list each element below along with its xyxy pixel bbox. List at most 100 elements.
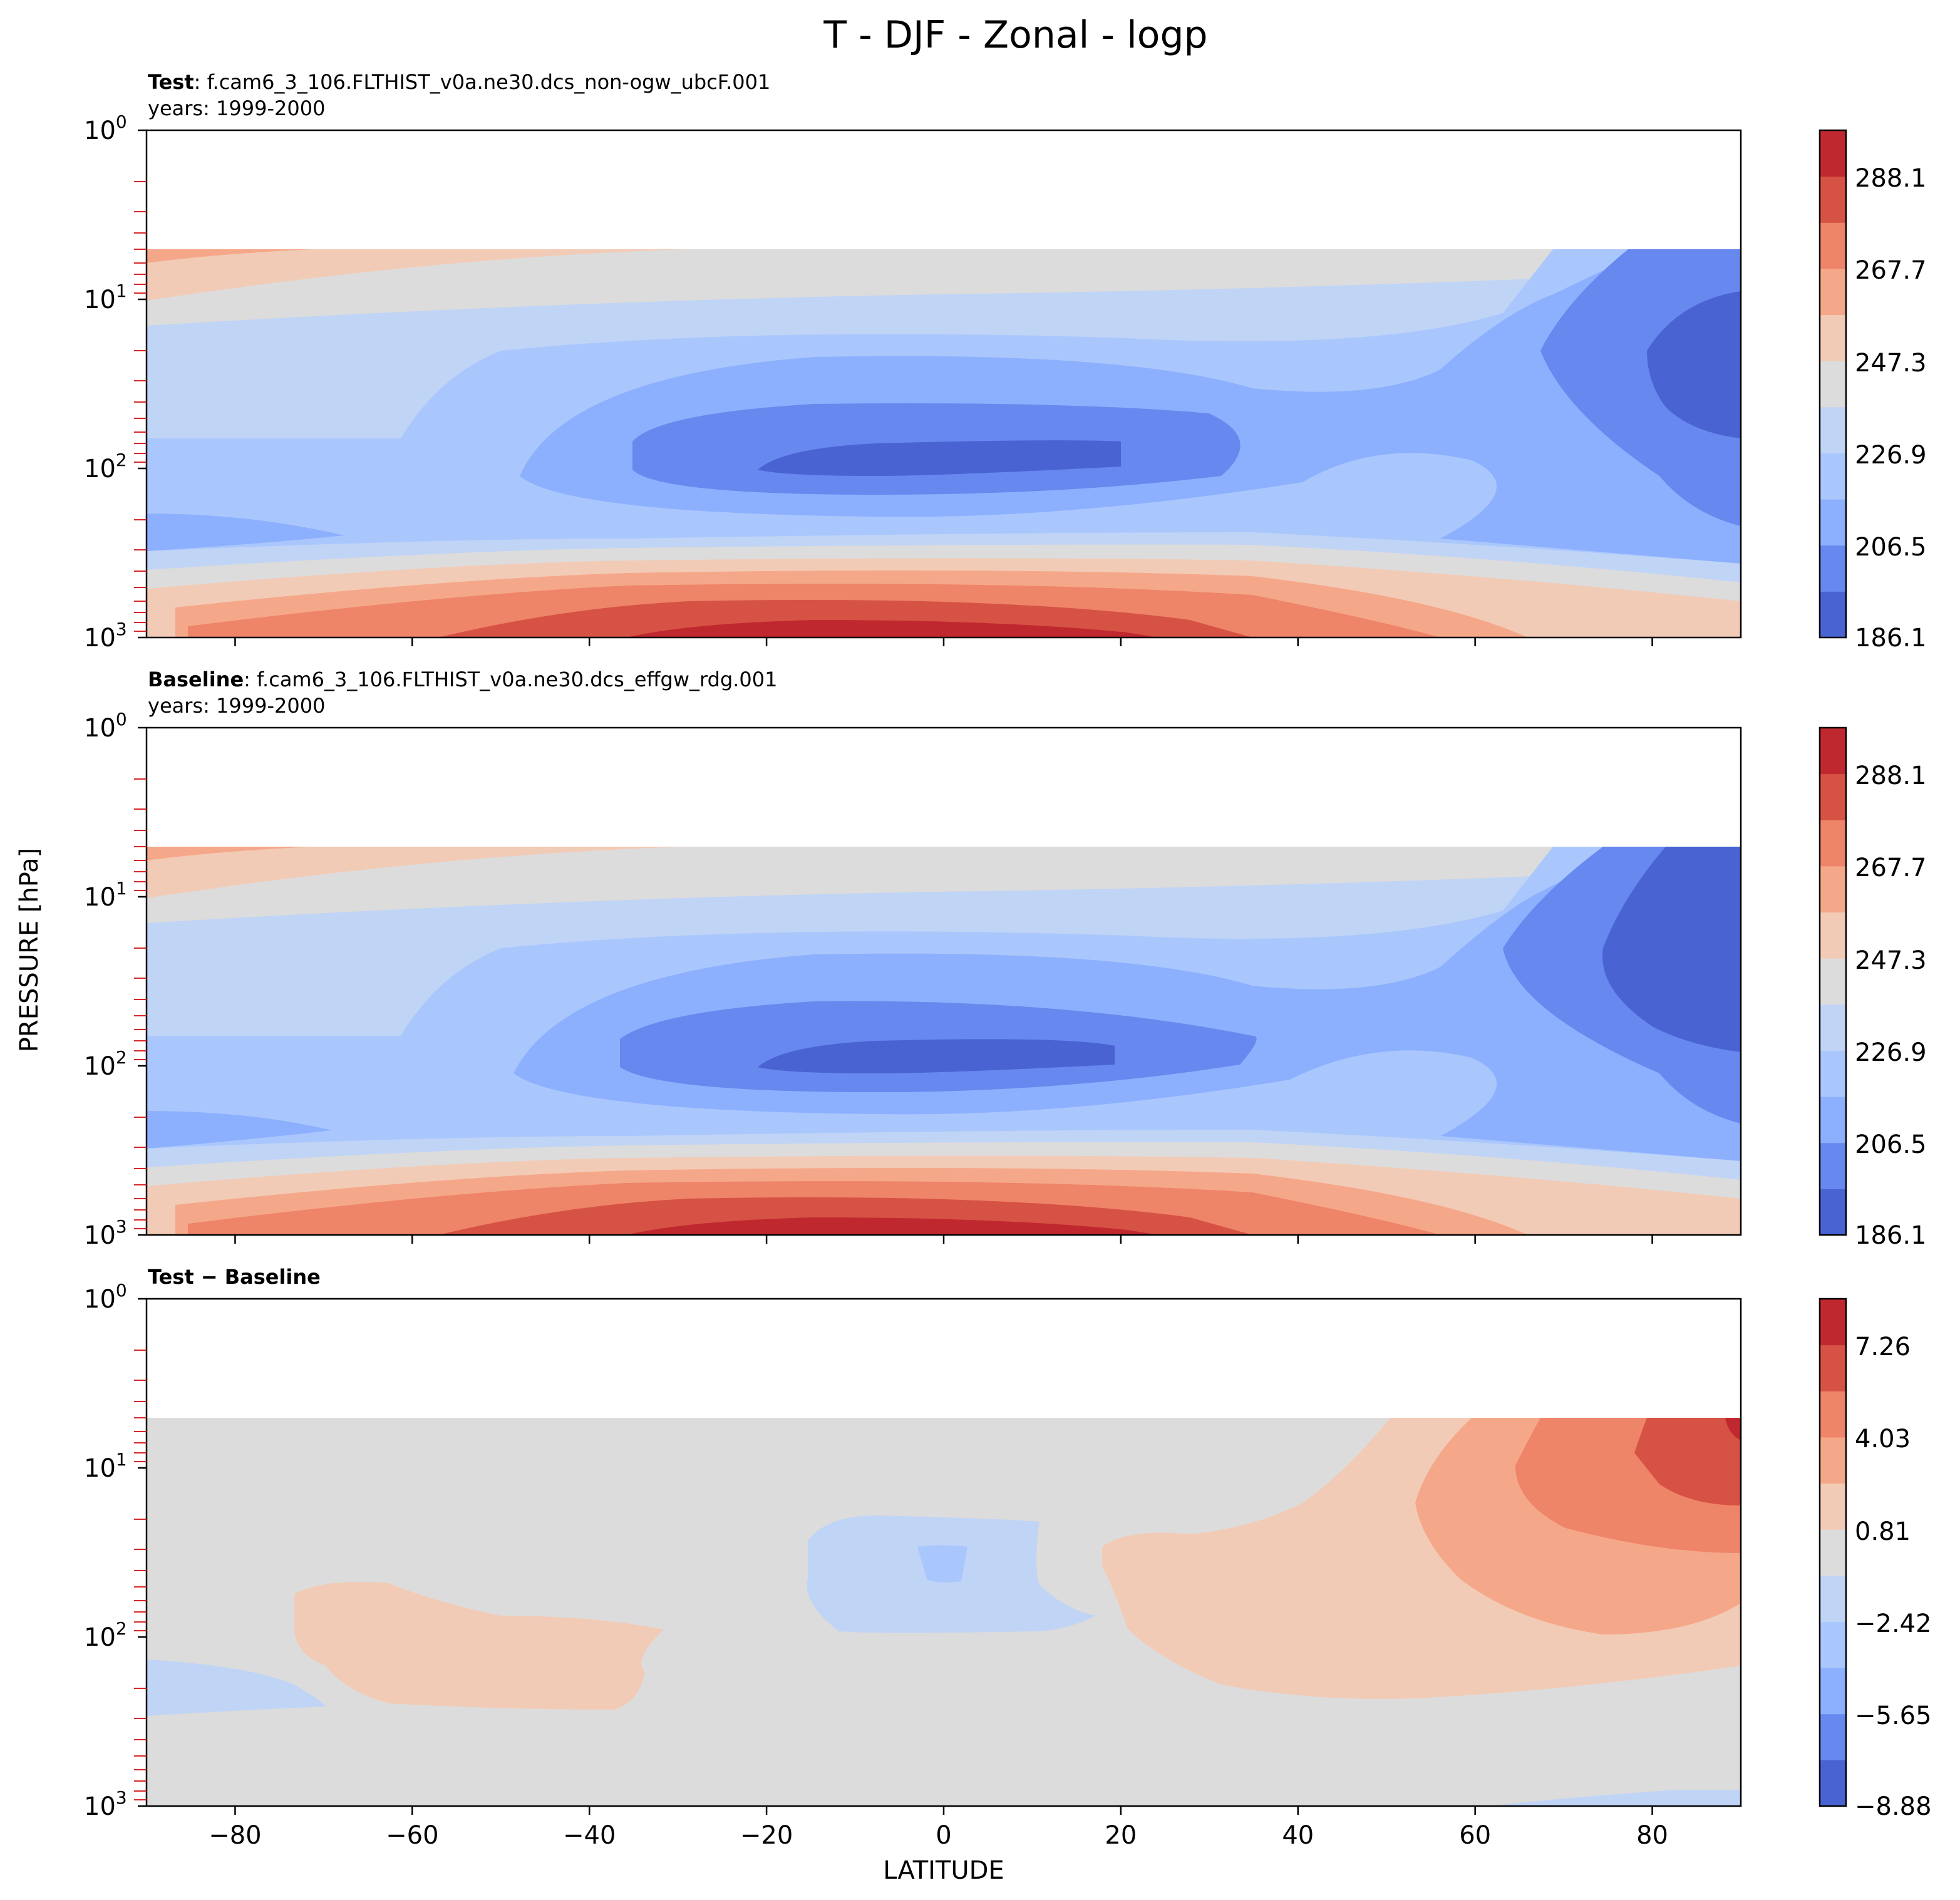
colorbar-swatch — [1820, 1097, 1846, 1144]
contour-field — [147, 249, 1741, 638]
panel-subtitle: years: 1999-2000 — [148, 96, 325, 120]
colorbar-tick-label: −2.42 — [1855, 1609, 1932, 1638]
colorbar-tick-label: 206.5 — [1855, 533, 1927, 562]
colorbar-swatch — [1820, 1483, 1846, 1530]
y-tick-label: 102 — [84, 450, 127, 483]
y-tick-label: 101 — [84, 1449, 127, 1483]
x-tick-label: 0 — [936, 1821, 951, 1850]
contour-field — [147, 847, 1741, 1235]
colorbar-tick-label: −8.88 — [1855, 1792, 1932, 1821]
colorbar-swatch — [1820, 361, 1846, 408]
colorbar-tick-label: −5.65 — [1855, 1701, 1932, 1730]
y-axis-label: PRESSURE [hPa] — [15, 848, 44, 1052]
colorbar-tick-label: 267.7 — [1855, 854, 1927, 882]
y-minor-ticks — [134, 181, 147, 632]
colorbar-swatch — [1820, 1142, 1846, 1189]
colorbar-swatch — [1820, 1437, 1846, 1484]
y-tick-label: 101 — [84, 281, 127, 314]
colorbar-tick-label: 4.03 — [1855, 1425, 1911, 1453]
x-axis-label: LATITUDE — [883, 1856, 1004, 1885]
colorbar-swatch — [1820, 773, 1846, 820]
x-tick-label: −60 — [386, 1821, 438, 1850]
colorbar-tick-label: 7.26 — [1855, 1333, 1911, 1361]
colorbar-tick-label: 206.5 — [1855, 1130, 1927, 1159]
y-major-ticks — [138, 129, 147, 639]
colorbar-tick-label: 247.3 — [1855, 349, 1927, 378]
colorbar-swatch — [1820, 1050, 1846, 1097]
x-tick-label: 80 — [1636, 1821, 1668, 1850]
colorbar-swatches — [1820, 130, 1846, 638]
x-tick-label: −20 — [740, 1821, 793, 1850]
x-tick-label: −80 — [209, 1821, 261, 1850]
panel-title-bold: Test — [148, 1265, 194, 1289]
panel-subtitle: years: 1999-2000 — [148, 694, 325, 718]
panel-title-rest: : f.cam6_3_106.FLTHIST_v0a.ne30.dcs_effg… — [244, 668, 777, 691]
colorbar-swatch — [1820, 958, 1846, 1005]
colorbar-swatch — [1820, 728, 1846, 775]
colorbar-swatch — [1820, 499, 1846, 546]
y-tick-label: 101 — [84, 878, 127, 912]
colorbar-swatch — [1820, 1760, 1846, 1807]
colorbar-ticks: 7.26 4.03 0.81 −2.42 −5.65 −8.88 — [1855, 1333, 1932, 1821]
colorbar-swatch — [1820, 912, 1846, 959]
y-tick-label: 102 — [84, 1047, 127, 1081]
panel-title-bold: Baseline — [148, 668, 244, 691]
y-minor-ticks — [134, 1350, 147, 1800]
colorbar-tick-label: 186.1 — [1855, 624, 1927, 653]
y-tick-label: 100 — [84, 1280, 127, 1314]
colorbar-swatch — [1820, 314, 1846, 361]
panel-title: Test: f.cam6_3_106.FLTHIST_v0a.ne30.dcs_… — [148, 70, 770, 94]
colorbar-swatch — [1820, 406, 1846, 453]
colorbar-swatches — [1820, 728, 1846, 1236]
colorbar-swatch — [1820, 865, 1846, 913]
x-tick-label: 60 — [1459, 1821, 1491, 1850]
panel-title: Baseline: f.cam6_3_106.FLTHIST_v0a.ne30.… — [148, 668, 778, 691]
x-tick-label: −40 — [563, 1821, 616, 1850]
y-tick-label: 103 — [84, 1216, 127, 1250]
x-tick-label: 20 — [1105, 1821, 1137, 1850]
panel-test: Test: f.cam6_3_106.FLTHIST_v0a.ne30.dcs_… — [84, 70, 1927, 653]
colorbar: 288.1 267.7 247.3 226.9 206.5 186.1 — [1818, 726, 1927, 1250]
colorbar-swatch — [1820, 1713, 1846, 1760]
colorbar-ticks: 288.1 267.7 247.3 226.9 206.5 186.1 — [1855, 164, 1927, 653]
colorbar-swatch — [1820, 1189, 1846, 1236]
colorbar-swatch — [1820, 545, 1846, 592]
x-ticks: −80 −60 −40 −20 0 20 40 60 80 — [209, 1806, 1668, 1850]
panel-title-bold: Test — [148, 70, 194, 94]
panel-title-rest: − Baseline — [194, 1265, 321, 1289]
colorbar-swatch — [1820, 1391, 1846, 1438]
colorbar-swatches — [1820, 1299, 1846, 1807]
colorbar-tick-label: 288.1 — [1855, 762, 1927, 790]
colorbar-swatch — [1820, 1621, 1846, 1668]
colorbar-swatch — [1820, 1529, 1846, 1576]
colorbar-swatch — [1820, 176, 1846, 223]
contour-field — [147, 1418, 1741, 1806]
colorbar-tick-label: 226.9 — [1855, 441, 1927, 470]
colorbar-swatch — [1820, 453, 1846, 500]
y-major-ticks — [138, 726, 147, 1236]
colorbar: 7.26 4.03 0.81 −2.42 −5.65 −8.88 — [1818, 1298, 1932, 1821]
y-tick-label: 102 — [84, 1618, 127, 1652]
y-major-ticks — [138, 1298, 147, 1807]
y-tick-label: 100 — [84, 709, 127, 743]
colorbar-tick-label: 186.1 — [1855, 1221, 1927, 1250]
x-ticks — [234, 638, 1653, 646]
colorbar-swatch — [1820, 1575, 1846, 1622]
panel-title: Test − Baseline — [148, 1265, 321, 1289]
colorbar-tick-label: 267.7 — [1855, 256, 1927, 285]
colorbar-tick-label: 226.9 — [1855, 1038, 1927, 1067]
y-tick-label: 103 — [84, 1787, 127, 1821]
colorbar-swatch — [1820, 591, 1846, 638]
y-tick-label: 100 — [84, 111, 127, 145]
colorbar-swatch — [1820, 222, 1846, 269]
panel-difference: Test − Baseline 100 101 102 103 — [84, 1265, 1932, 1850]
colorbar-tick-label: 247.3 — [1855, 946, 1927, 975]
x-ticks — [234, 1235, 1653, 1244]
colorbar-swatch — [1820, 1668, 1846, 1715]
colorbar-swatch — [1820, 1004, 1846, 1051]
colorbar-ticks: 288.1 267.7 247.3 226.9 206.5 186.1 — [1855, 762, 1927, 1250]
colorbar: 288.1 267.7 247.3 226.9 206.5 186.1 — [1818, 129, 1927, 653]
colorbar-swatch — [1820, 820, 1846, 867]
colorbar-swatch — [1820, 130, 1846, 177]
figure-suptitle: T - DJF - Zonal - logp — [823, 13, 1207, 57]
